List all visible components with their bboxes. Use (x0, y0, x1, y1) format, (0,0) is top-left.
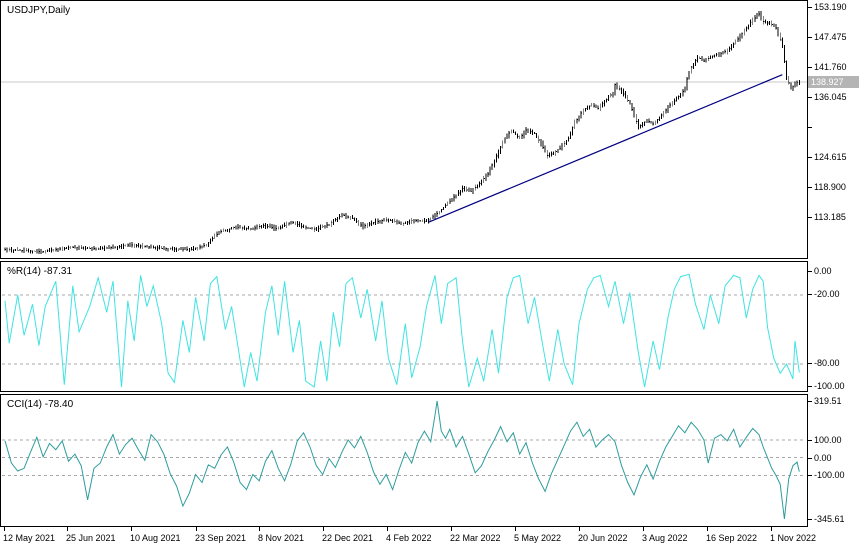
main-chart-canvas[interactable] (1, 1, 807, 258)
time-tick-label: 10 Aug 2021 (130, 533, 181, 543)
axis-tick (808, 294, 812, 295)
wpr-value-axis[interactable]: 0.00 -20.00 -80.00 -100.00 (808, 261, 860, 392)
axis-tick (808, 401, 812, 402)
axis-tick (808, 187, 812, 189)
time-tick (387, 527, 388, 531)
time-tick-label: 22 Mar 2022 (450, 533, 501, 543)
time-tick (259, 527, 260, 531)
axis-tick-label: -100.00 (814, 470, 845, 481)
time-tick (323, 527, 324, 531)
time-tick-label: 20 Jun 2022 (578, 533, 628, 543)
time-axis[interactable]: 12 May 2021 25 Jun 2021 10 Aug 2021 23 Sep … (0, 527, 860, 550)
cci-indicator-panel[interactable]: CCI(14) -78.40 (0, 394, 808, 527)
time-tick-label: 22 Dec 2021 (322, 533, 374, 543)
axis-tick-label: -80.00 (814, 358, 840, 368)
time-tick (579, 527, 580, 531)
axis-tick-label: -100.00 (814, 381, 845, 391)
time-tick (451, 527, 452, 531)
axis-tick (808, 37, 812, 38)
axis-tick (808, 457, 812, 459)
time-tick-label: 12 May 2021 (3, 533, 56, 543)
main-price-axis[interactable]: 153.190 147.475 141.760 136.045 124.615 118.9… (808, 0, 860, 259)
symbol-label: USDJPY,Daily (7, 5, 71, 16)
axis-tick (808, 157, 812, 159)
wpr-indicator-panel[interactable]: %R(14) -87.31 (0, 261, 808, 392)
axis-tick (808, 7, 812, 8)
axis-tick (808, 519, 812, 520)
time-tick (4, 527, 5, 531)
axis-tick (808, 439, 812, 441)
time-tick (67, 527, 68, 531)
cci-value-axis[interactable]: 319.51 100.00 0.00 -100.00 -345.61 (808, 394, 860, 527)
price-bars (4, 10, 800, 254)
axis-tick-label: -20.00 (814, 289, 840, 299)
main-chart-panel[interactable]: USDJPY,Daily (0, 0, 808, 259)
axis-tick (808, 363, 812, 364)
axis-tick (808, 217, 812, 219)
time-tick (131, 527, 132, 531)
wpr-line (4, 273, 800, 388)
price-bar-close-ticks (5, 13, 799, 252)
axis-tick-label: 100.00 (814, 434, 842, 445)
time-tick-label: 23 Sep 2021 (195, 533, 247, 543)
axis-tick-label: 118.900 (814, 182, 846, 193)
cci-label: CCI(14) -78.40 (7, 399, 74, 410)
axis-tick-label: 124.615 (814, 152, 847, 163)
time-tick-label: 4 Feb 2022 (386, 533, 432, 543)
trendline-object[interactable] (428, 74, 783, 223)
axis-tick (808, 475, 812, 477)
time-tick-label: 5 May 2022 (514, 533, 562, 543)
axis-tick (808, 127, 812, 128)
axis-tick-label: 136.045 (814, 92, 847, 102)
time-tick (643, 527, 644, 531)
time-tick-label: 25 Jun 2021 (66, 533, 116, 543)
axis-tick-label: 0.00 (814, 266, 832, 276)
time-tick-label: 3 Aug 2022 (642, 533, 688, 543)
time-tick (771, 527, 772, 531)
axis-tick-label: 147.475 (814, 32, 847, 42)
axis-tick (808, 386, 812, 387)
axis-tick (808, 67, 812, 68)
axis-tick-label: 319.51 (814, 396, 842, 406)
time-tick-label: 16 Sep 2022 (706, 533, 758, 543)
axis-tick (808, 271, 812, 272)
time-tick (196, 527, 197, 531)
current-price-tag: 138.927 (808, 75, 859, 88)
axis-tick-label: 0.00 (814, 452, 832, 463)
cci-canvas[interactable] (1, 395, 807, 526)
axis-tick (808, 97, 812, 98)
axis-tick-label: -345.61 (814, 514, 845, 524)
time-tick-label: 8 Nov 2021 (258, 533, 305, 543)
time-tick (707, 527, 708, 531)
axis-tick-label: 113.185 (814, 212, 846, 223)
time-tick-label: 1 Nov 2022 (770, 533, 817, 543)
wpr-label: %R(14) -87.31 (7, 266, 73, 277)
time-tick (515, 527, 516, 531)
cci-line (4, 400, 800, 520)
axis-tick-label: 141.760 (814, 62, 847, 72)
axis-tick-label: 153.190 (814, 2, 847, 12)
wpr-canvas[interactable] (1, 262, 807, 391)
